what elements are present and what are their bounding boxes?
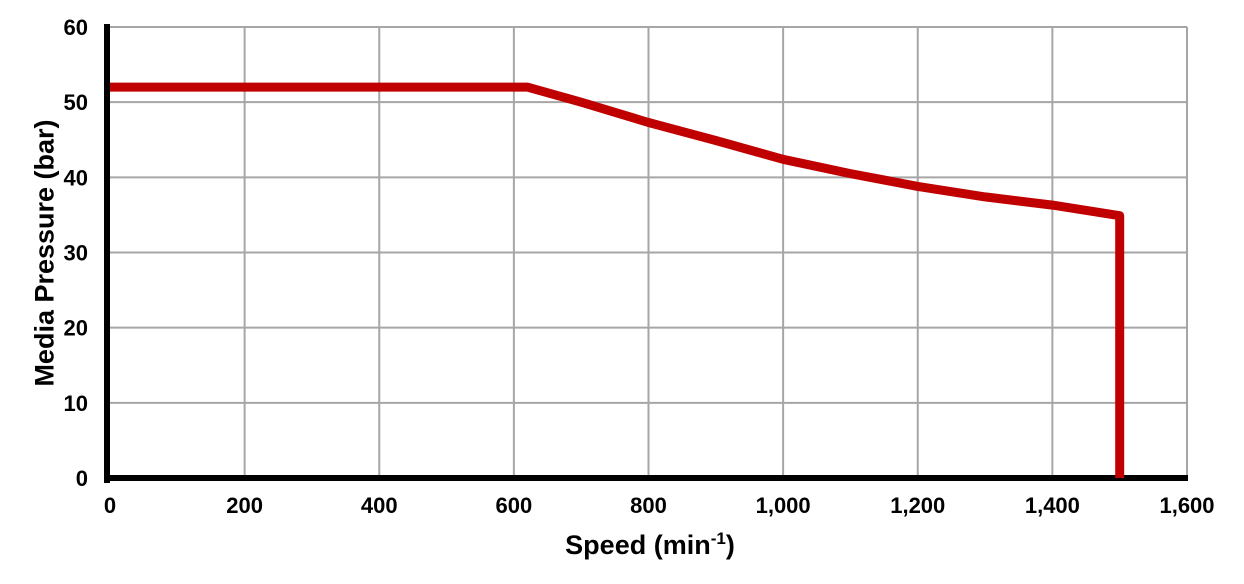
y-axis-title: Media Pressure (bar) [29, 119, 60, 387]
x-tick-label: 1,200 [890, 493, 945, 518]
x-tick-label: 800 [630, 493, 667, 518]
x-axis-title: Speed (min-1) [565, 529, 735, 561]
x-axis-title-text: Speed (min [565, 530, 711, 560]
x-tick-label: 1,600 [1159, 493, 1214, 518]
y-tick-label: 50 [64, 90, 88, 115]
y-tick-label: 60 [64, 15, 88, 40]
x-tick-label: 1,000 [756, 493, 811, 518]
x-tick-label: 200 [226, 493, 263, 518]
x-tick-label: 600 [496, 493, 533, 518]
series-max-media-pressure-limit [110, 82, 1125, 478]
y-tick-label: 30 [64, 241, 88, 266]
x-axis-title-close: ) [725, 530, 735, 560]
y-tick-label: 40 [64, 165, 88, 190]
y-tick-label: 10 [64, 391, 88, 416]
x-tick-label: 1,400 [1025, 493, 1080, 518]
x-tick-label: 400 [361, 493, 398, 518]
x-axis-title-superscript: -1 [710, 529, 726, 548]
y-tick-label: 0 [76, 466, 88, 491]
x-tick-label: 0 [104, 493, 116, 518]
y-tick-label: 20 [64, 316, 88, 341]
